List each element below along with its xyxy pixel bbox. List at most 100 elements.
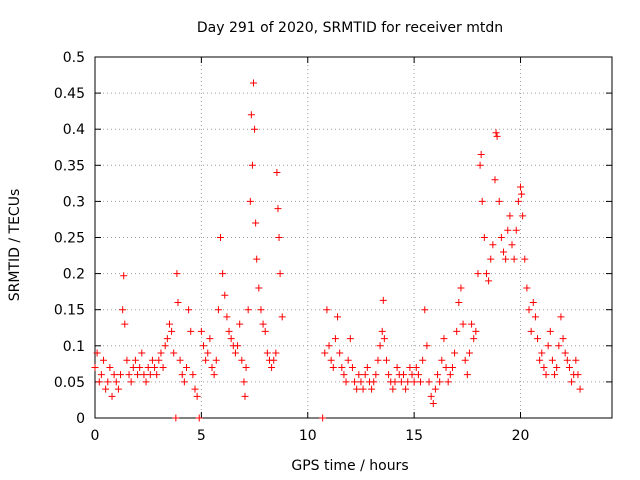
data-point [331, 335, 339, 343]
data-point [363, 363, 371, 371]
x-tick-label: 15 [405, 428, 423, 444]
data-point [108, 392, 116, 400]
data-point [359, 385, 367, 393]
axis-ticks: 0 5 10 15 20 0 0.05 0.1 0.15 0.2 0.25 0.3 0.35 0.4 0.4… [54, 50, 612, 444]
data-point [485, 277, 493, 285]
data-point [161, 342, 169, 350]
data-point [512, 226, 520, 234]
data-point [353, 385, 361, 393]
data-point [138, 349, 146, 357]
data-point [548, 356, 556, 364]
data-point [238, 356, 246, 364]
x-tick-label: 0 [91, 428, 100, 444]
data-point [478, 197, 486, 205]
data-point [173, 270, 181, 278]
data-point [368, 385, 376, 393]
data-point [510, 255, 518, 263]
data-point [185, 306, 193, 314]
data-point [544, 342, 552, 350]
data-point [272, 349, 280, 357]
data-point [378, 327, 386, 335]
data-point [91, 363, 99, 371]
x-tick-label: 20 [512, 428, 530, 444]
data-point [417, 378, 425, 386]
y-tick-label: 0.5 [63, 50, 85, 66]
data-point [489, 241, 497, 249]
data-point [242, 363, 250, 371]
y-tick-label: 0.1 [63, 339, 85, 355]
data-point [476, 161, 484, 169]
data-point [508, 241, 516, 249]
data-point [446, 371, 454, 379]
data-point [234, 342, 242, 350]
y-tick-label: 0 [76, 411, 85, 427]
data-point [370, 378, 378, 386]
data-point [461, 356, 469, 364]
y-tick-label: 0.3 [63, 194, 85, 210]
data-point [346, 335, 354, 343]
data-point [459, 320, 467, 328]
data-point [217, 234, 225, 241]
data-point [206, 335, 214, 343]
data-point [134, 371, 142, 379]
data-point [261, 327, 269, 335]
data-point [168, 327, 176, 335]
data-point [219, 270, 227, 278]
data-point [572, 356, 580, 364]
data-point [529, 298, 537, 306]
data-point [457, 284, 465, 292]
data-point [225, 327, 233, 335]
data-point [114, 385, 122, 393]
data-point [123, 356, 131, 364]
data-point [227, 335, 235, 343]
data-point [379, 296, 387, 304]
data-point [355, 371, 363, 379]
data-point [319, 414, 327, 422]
data-point [540, 363, 548, 371]
data-point [273, 169, 281, 177]
data-point [553, 363, 561, 371]
data-point [155, 356, 163, 364]
data-point [344, 356, 352, 364]
y-tick-label: 0.2 [63, 267, 85, 283]
data-point [255, 284, 263, 292]
data-point [487, 255, 495, 263]
data-point [195, 414, 203, 422]
x-tick-label: 10 [299, 428, 317, 444]
data-point [536, 356, 544, 364]
data-point [482, 270, 490, 278]
data-point [212, 356, 220, 364]
data-point [568, 378, 576, 386]
data-point [514, 197, 522, 205]
data-point [93, 349, 101, 357]
data-point [534, 335, 542, 343]
data-point [419, 356, 427, 364]
data-point [163, 335, 171, 343]
data-point [200, 342, 208, 350]
data-point [499, 248, 507, 256]
data-point [565, 363, 573, 371]
y-tick-label: 0.45 [54, 86, 85, 102]
data-point [474, 270, 482, 278]
data-point [244, 306, 252, 314]
y-tick-label: 0.25 [54, 231, 85, 247]
data-point [120, 272, 128, 280]
data-point [253, 255, 261, 263]
data-point [385, 371, 393, 379]
data-point [100, 356, 108, 364]
data-point [436, 378, 444, 386]
data-point [555, 342, 563, 350]
data-point [442, 363, 450, 371]
data-point [202, 356, 210, 364]
data-point [325, 342, 333, 350]
data-point [477, 150, 485, 158]
data-point [178, 371, 186, 379]
data-point [125, 371, 133, 379]
data-point [144, 363, 152, 371]
data-point [468, 320, 476, 328]
data-point [440, 335, 448, 343]
data-point [250, 79, 258, 87]
data-point [236, 320, 244, 328]
data-point [248, 161, 256, 169]
